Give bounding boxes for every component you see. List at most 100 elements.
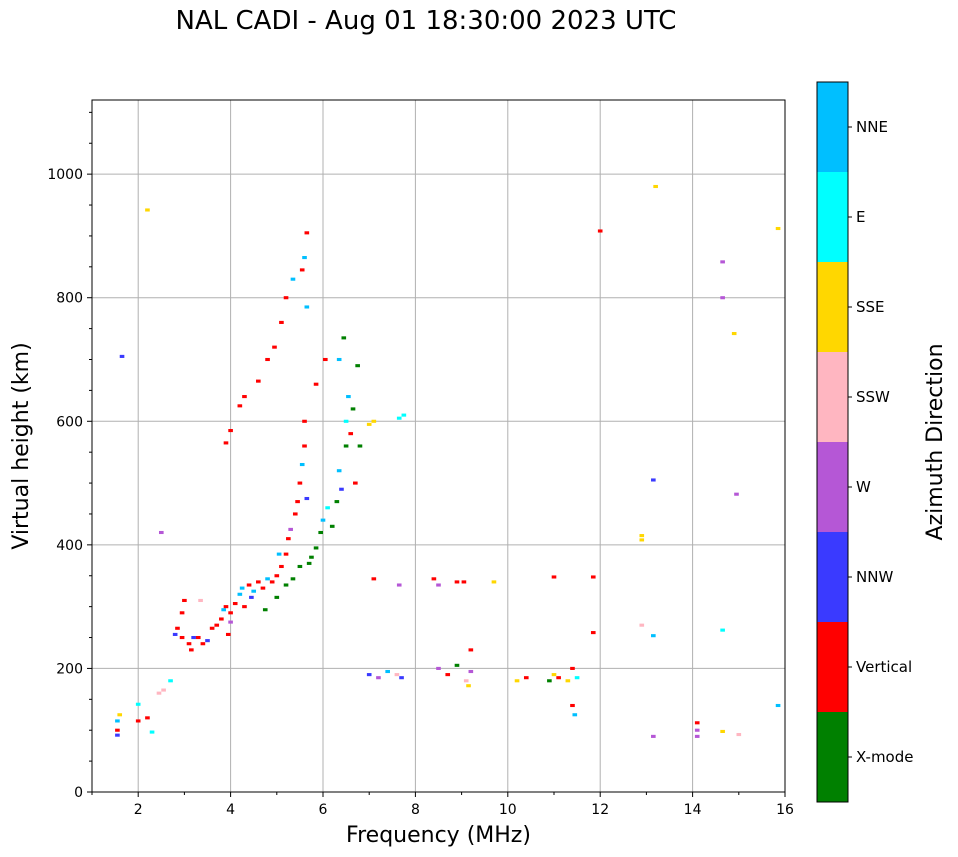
colorbar-segment: [817, 172, 848, 262]
echo-point: [309, 555, 314, 559]
echo-point: [572, 713, 578, 717]
echo-point: [731, 332, 737, 336]
x-tick-label: 8: [411, 802, 420, 818]
echo-point: [436, 583, 441, 587]
echo-point: [256, 580, 261, 584]
echo-point: [399, 676, 404, 680]
echo-point: [237, 592, 243, 596]
x-tick-label: 6: [319, 802, 328, 818]
echo-point: [115, 719, 120, 723]
echo-point: [445, 673, 451, 677]
echo-point: [639, 534, 645, 538]
colorbar-tick-label: E: [856, 208, 865, 226]
colorbar-segment: [817, 82, 848, 172]
echo-point: [186, 642, 192, 646]
echo-point: [237, 404, 243, 408]
echo-point: [288, 527, 293, 531]
echo-point: [396, 583, 402, 587]
echo-point: [242, 395, 247, 399]
colorbar-segment: [817, 442, 848, 532]
echo-point: [246, 583, 252, 587]
echo-point: [574, 676, 580, 680]
x-tick-label: 14: [684, 802, 702, 818]
echo-point: [172, 632, 178, 636]
echo-point: [239, 586, 245, 590]
echo-point: [115, 728, 120, 732]
echo-point: [734, 492, 739, 496]
echo-point: [269, 580, 275, 584]
echo-point: [195, 635, 201, 640]
echo-point: [570, 703, 575, 708]
colorbar-tick-label: W: [856, 478, 871, 496]
echo-point: [304, 496, 310, 501]
echo-point: [720, 260, 725, 264]
echo-point: [329, 524, 335, 528]
y-tick-label: 200: [56, 661, 83, 677]
x-tick-label: 2: [134, 802, 143, 818]
echo-point: [198, 598, 203, 603]
echo-point: [720, 729, 725, 733]
echo-point: [302, 444, 307, 448]
echo-point: [396, 416, 402, 420]
echo-point: [720, 628, 725, 632]
echo-point: [401, 413, 407, 417]
echo-point: [556, 676, 561, 680]
echo-point: [454, 580, 460, 584]
echo-point: [189, 648, 194, 652]
echo-point: [228, 620, 233, 624]
x-tick-label: 16: [776, 802, 794, 818]
echo-point: [225, 632, 231, 636]
echo-point: [251, 589, 257, 593]
echo-point: [256, 379, 261, 383]
echo-point: [299, 268, 305, 272]
echo-point: [694, 734, 700, 738]
echo-point: [161, 688, 166, 692]
echo-point: [651, 478, 656, 482]
x-tick-label: 10: [499, 802, 517, 818]
echo-point: [523, 676, 529, 680]
echo-point: [336, 357, 342, 362]
echo-point: [313, 546, 319, 550]
echo-point: [357, 444, 363, 448]
echo-point: [209, 626, 215, 630]
echo-point: [179, 611, 185, 615]
colorbar-segment: [817, 622, 848, 712]
echo-point: [353, 481, 358, 485]
echo-point: [775, 226, 781, 231]
echo-point: [117, 713, 123, 717]
echo-point: [200, 642, 206, 646]
echo-point: [221, 608, 226, 612]
echo-point: [694, 728, 700, 732]
colorbar: X-mode Vertical NNW W SSW SSE E NNE: [816, 81, 913, 803]
echo-point: [320, 518, 326, 522]
echo-point: [639, 538, 645, 542]
echo-point: [463, 679, 469, 683]
echo-point: [119, 354, 125, 358]
echo-point: [371, 419, 377, 423]
echo-point: [334, 500, 340, 504]
colorbar-tick-label: NNW: [856, 568, 893, 586]
colorbar-segment: [817, 262, 848, 352]
echo-point: [323, 357, 328, 362]
echo-point: [651, 734, 656, 738]
echo-point: [551, 673, 557, 677]
echo-point: [149, 730, 155, 734]
echo-point: [262, 608, 268, 612]
echo-point: [283, 583, 289, 587]
colorbar-frame: [816, 81, 849, 803]
echo-point: [339, 487, 344, 491]
echo-point: [343, 444, 349, 448]
echo-point: [115, 733, 120, 737]
echo-point: [468, 648, 474, 652]
echo-point: [279, 320, 284, 324]
y-tick-label: 0: [74, 785, 83, 801]
x-tick-label: 4: [226, 802, 235, 818]
echo-point: [156, 691, 162, 695]
y-axis-label: Virtual height (km): [9, 342, 34, 549]
echo-point: [431, 577, 437, 581]
echo-point: [570, 666, 575, 670]
echo-point: [283, 296, 289, 300]
echo-point: [468, 669, 474, 674]
echo-point: [565, 679, 571, 683]
